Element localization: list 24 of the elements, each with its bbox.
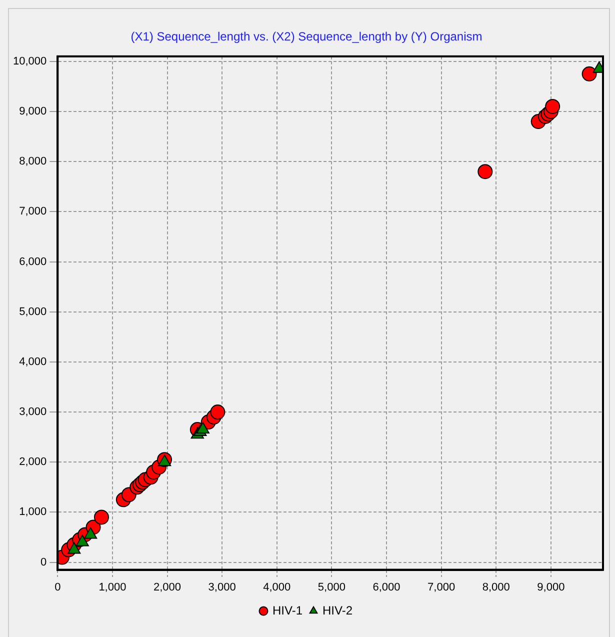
x-tick-label: 0 [54, 581, 61, 594]
x-tick-label: 9,000 [537, 581, 565, 594]
y-tick-label: 8,000 [19, 156, 47, 168]
x-tick-label: 5,000 [318, 581, 346, 594]
x-tick-label: 8,000 [482, 581, 510, 594]
y-tick-label: 1,000 [19, 506, 47, 518]
x-tick-label: 2,000 [154, 581, 182, 594]
legend-label: HIV-2 [322, 603, 353, 618]
y-tick-label: 7,000 [19, 206, 47, 218]
y-tick-label: 9,000 [19, 106, 47, 118]
y-tick-label: 5,000 [19, 306, 47, 318]
y-tick-label: 4,000 [19, 356, 47, 368]
y-tick-label: 6,000 [19, 256, 47, 268]
chart-title: (X1) Sequence_length vs. (X2) Sequence_length by (Y) Organism [130, 30, 482, 44]
y-tick-label: 10,000 [12, 55, 47, 68]
x-tick-label: 6,000 [372, 581, 400, 594]
x-tick-label: 1,000 [98, 581, 126, 594]
y-tick-label: 0 [40, 556, 47, 568]
legend-label: HIV-1 [272, 603, 303, 618]
x-tick-label: 4,000 [263, 581, 291, 594]
y-tick-label: 2,000 [19, 456, 47, 468]
y-tick-label: 3,000 [19, 406, 47, 418]
x-tick-label: 7,000 [428, 581, 456, 594]
x-tick-label: 3,000 [208, 581, 236, 594]
